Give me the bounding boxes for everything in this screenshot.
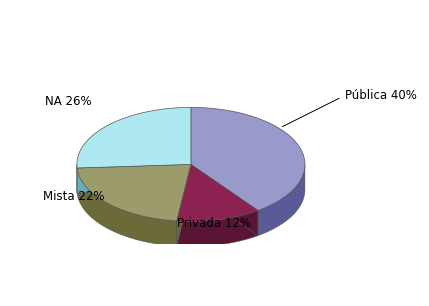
Polygon shape	[191, 164, 258, 236]
Text: Mista 22%: Mista 22%	[42, 190, 104, 203]
Polygon shape	[191, 164, 258, 236]
Polygon shape	[177, 211, 258, 247]
Polygon shape	[191, 107, 305, 211]
Polygon shape	[77, 164, 191, 193]
Polygon shape	[77, 164, 191, 193]
Polygon shape	[77, 168, 177, 246]
Polygon shape	[177, 164, 191, 246]
Text: Privada 12%: Privada 12%	[177, 217, 251, 230]
Polygon shape	[77, 164, 191, 221]
Polygon shape	[177, 164, 258, 222]
Text: NA 26%: NA 26%	[45, 95, 91, 108]
Polygon shape	[258, 165, 305, 236]
Polygon shape	[177, 164, 191, 246]
Polygon shape	[77, 107, 191, 168]
Text: Pública 40%: Pública 40%	[345, 89, 417, 103]
